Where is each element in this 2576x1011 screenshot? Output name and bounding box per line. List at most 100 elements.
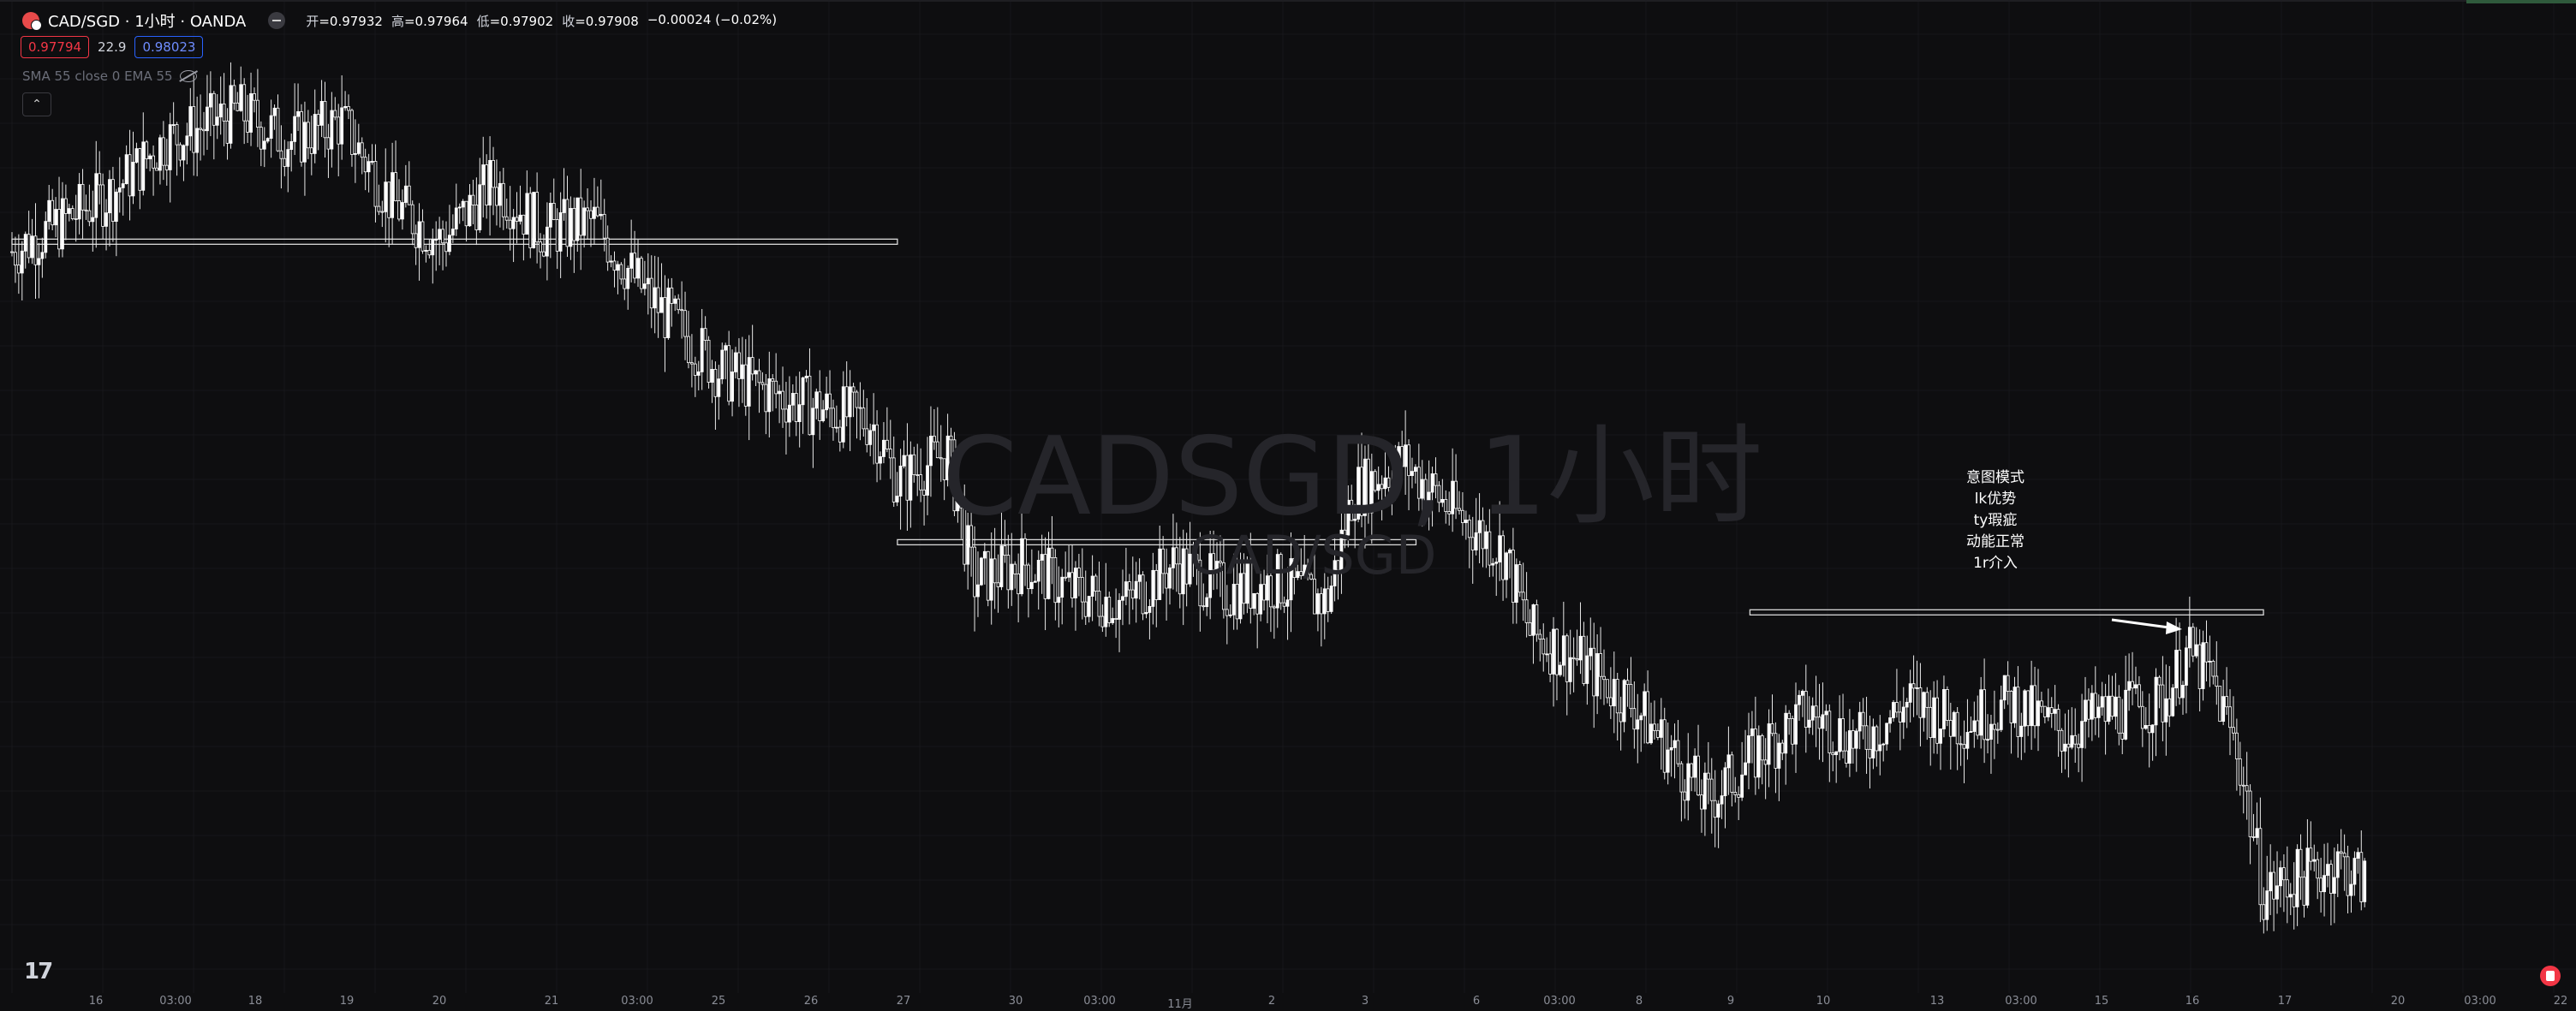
candle-body xyxy=(993,558,997,584)
candle-body xyxy=(1067,572,1070,578)
level-rectangle[interactable] xyxy=(11,238,898,245)
candle-body xyxy=(1033,580,1037,583)
candle-body xyxy=(182,145,186,161)
candle-body xyxy=(1841,718,1845,752)
indicator-legend[interactable]: SMA 55 close 0 EMA 55 xyxy=(22,68,197,84)
indicator-label[interactable]: SMA 55 close 0 EMA 55 xyxy=(22,68,173,84)
candle-body xyxy=(1316,593,1320,615)
sell-button[interactable]: 0.97794 xyxy=(21,36,90,58)
time-label: 3 xyxy=(1361,995,1369,1008)
candle-body xyxy=(1756,735,1761,778)
candle-body xyxy=(1845,750,1848,764)
candle-body xyxy=(164,164,169,170)
time-label: 25 xyxy=(711,995,726,1008)
time-axis[interactable]: 16 03:00 18 19 20 21 03:00 25 26 27 30 0… xyxy=(0,995,2576,1011)
candle-body xyxy=(2241,784,2245,787)
time-label: 26 xyxy=(803,995,819,1008)
candle-body xyxy=(2012,687,2017,723)
candle-body xyxy=(1568,657,1572,682)
buy-button[interactable]: 0.98023 xyxy=(134,36,204,58)
candle-body xyxy=(1427,491,1431,507)
candle-body xyxy=(2026,690,2030,727)
candle-body xyxy=(67,208,71,214)
candle-body xyxy=(656,287,660,313)
time-label: 21 xyxy=(544,995,559,1008)
tradingview-logo-icon[interactable]: 17 xyxy=(24,959,53,984)
level-rectangle[interactable] xyxy=(897,538,1417,546)
candle-body xyxy=(1228,614,1232,616)
candle-body xyxy=(1760,735,1764,761)
candle-body xyxy=(131,162,135,197)
hide-legend-button[interactable] xyxy=(268,12,286,29)
candle-body xyxy=(394,172,397,201)
symbol-title[interactable]: CAD/SGD · 1小时 · OANDA xyxy=(48,13,247,31)
candle-body xyxy=(1477,520,1482,533)
candle-body xyxy=(2262,904,2266,920)
candle-body xyxy=(1817,717,1822,729)
candle-body xyxy=(1999,699,2003,730)
candle-body xyxy=(1750,728,1754,736)
candle-body xyxy=(949,435,953,441)
eye-off-icon[interactable] xyxy=(179,70,197,82)
candle-body xyxy=(1962,744,1966,749)
candle-body xyxy=(218,104,223,118)
annotation-arrow[interactable] xyxy=(2111,618,2182,634)
candle-body xyxy=(30,235,34,259)
candle-body xyxy=(784,408,788,423)
candle-body xyxy=(384,181,388,212)
candle-body xyxy=(2093,693,2097,718)
candle-body xyxy=(693,363,697,376)
candle-body xyxy=(875,424,879,464)
open-label: 开 xyxy=(306,13,319,29)
candle-body xyxy=(582,207,587,236)
candle-body xyxy=(2084,699,2087,723)
time-label: 17 xyxy=(2277,995,2293,1008)
candle-body xyxy=(44,221,48,253)
candle-body xyxy=(2056,709,2060,731)
candle-body xyxy=(2295,848,2299,907)
record-icon[interactable] xyxy=(2540,966,2561,986)
candle-body xyxy=(525,193,529,235)
candle-body xyxy=(1151,569,1155,607)
candle-body xyxy=(208,92,212,108)
candle-body xyxy=(1386,477,1391,488)
candle-body xyxy=(713,369,718,397)
candle-body xyxy=(1346,499,1351,536)
candle-body xyxy=(1333,560,1337,586)
candle-body xyxy=(1390,486,1394,493)
text-annotation[interactable]: 意图模式 lk优势 ty瑕疵 动能正常 1r介入 xyxy=(1961,467,2030,574)
candle-body xyxy=(2063,743,2067,752)
collapse-legend-button[interactable]: ⌃ xyxy=(22,92,51,116)
level-rectangle[interactable] xyxy=(1749,609,2264,616)
candle-body xyxy=(821,409,826,421)
candle-body xyxy=(858,407,862,409)
candle-body xyxy=(1494,562,1499,564)
candle-body xyxy=(360,142,364,158)
candle-body xyxy=(155,167,158,171)
candle-body xyxy=(370,161,374,163)
candle-body xyxy=(1888,717,1892,724)
candle-body xyxy=(1901,706,1905,723)
candle-body xyxy=(1636,719,1640,730)
candle-body xyxy=(2204,642,2209,663)
candle-body xyxy=(1423,479,1428,507)
candle-body xyxy=(309,147,313,154)
candle-body xyxy=(882,439,886,457)
candle-body xyxy=(87,210,92,223)
candle-body xyxy=(905,455,909,501)
time-label: 8 xyxy=(1635,995,1643,1008)
candle-body xyxy=(1612,679,1616,707)
candle-body xyxy=(2238,758,2242,786)
top-border xyxy=(0,0,2576,2)
candle-body xyxy=(104,212,108,227)
candle-body xyxy=(879,456,882,464)
candle-body xyxy=(2134,684,2138,689)
candle-body xyxy=(670,287,674,304)
candle-body xyxy=(495,187,498,206)
candle-body xyxy=(2329,864,2333,894)
candle-body xyxy=(1491,562,1495,566)
candle-body xyxy=(1810,705,1815,721)
candle-body xyxy=(380,211,385,213)
candle-body xyxy=(14,252,17,266)
